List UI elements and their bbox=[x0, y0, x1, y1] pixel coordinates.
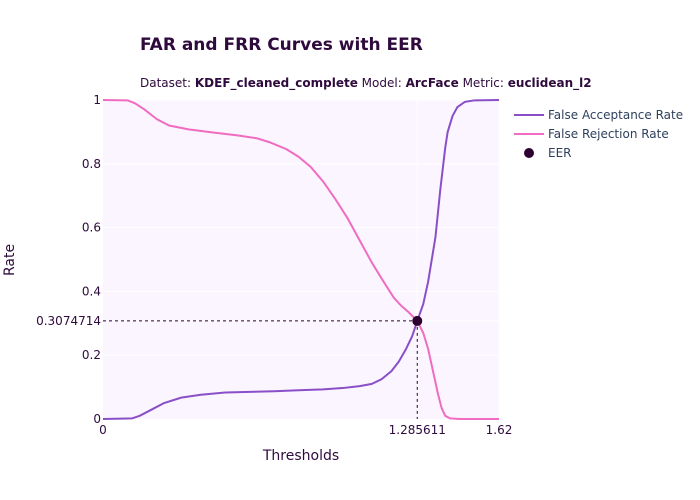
chart-title: FAR and FRR Curves with EER bbox=[140, 35, 423, 55]
model-value: ArcFace bbox=[406, 76, 459, 90]
legend-label-eer: EER bbox=[548, 146, 572, 160]
eer-layer bbox=[103, 315, 423, 419]
metric-label: Metric: bbox=[463, 76, 504, 90]
legend-marker-eer bbox=[524, 148, 534, 158]
eer-point bbox=[412, 315, 423, 326]
series-line-far bbox=[102, 99, 500, 420]
model-label: Model: bbox=[362, 76, 402, 90]
x-axis-title: Thresholds bbox=[262, 448, 339, 464]
y-tick-label: 1 bbox=[93, 93, 101, 107]
y-tick-label: 0.2 bbox=[82, 348, 101, 362]
y-tick-label: 0.8 bbox=[82, 157, 101, 171]
plot-area bbox=[103, 100, 499, 419]
x-tick-labels: 0 1.285611 1.62 bbox=[99, 423, 512, 437]
series-line-frr bbox=[102, 99, 499, 420]
y-tick-label: 0.3074714 bbox=[36, 314, 101, 328]
y-tick-labels: 0 0.2 0.3074714 0.4 0.6 0.8 1 bbox=[36, 93, 101, 426]
legend-label-frr: False Rejection Rate bbox=[548, 127, 669, 141]
y-tick-label: 0.4 bbox=[82, 284, 101, 298]
dataset-value: KDEF_cleaned_complete bbox=[195, 76, 358, 91]
series-layer bbox=[102, 99, 500, 420]
legend: False Acceptance Rate False Rejection Rat… bbox=[514, 108, 683, 160]
y-tick-label: 0 bbox=[93, 412, 101, 426]
chart-subtitle: Dataset: KDEF_cleaned_complete Model: Ar… bbox=[140, 76, 592, 91]
y-axis-title: Rate bbox=[2, 244, 18, 276]
legend-label-far: False Acceptance Rate bbox=[548, 108, 683, 122]
dataset-label: Dataset: bbox=[140, 76, 191, 90]
x-tick-label: 1.62 bbox=[486, 423, 513, 437]
x-tick-label: 0 bbox=[99, 423, 107, 437]
y-tick-label: 0.6 bbox=[82, 221, 101, 235]
x-tick-label: 1.285611 bbox=[389, 423, 446, 437]
metric-value: euclidean_l2 bbox=[508, 76, 592, 91]
